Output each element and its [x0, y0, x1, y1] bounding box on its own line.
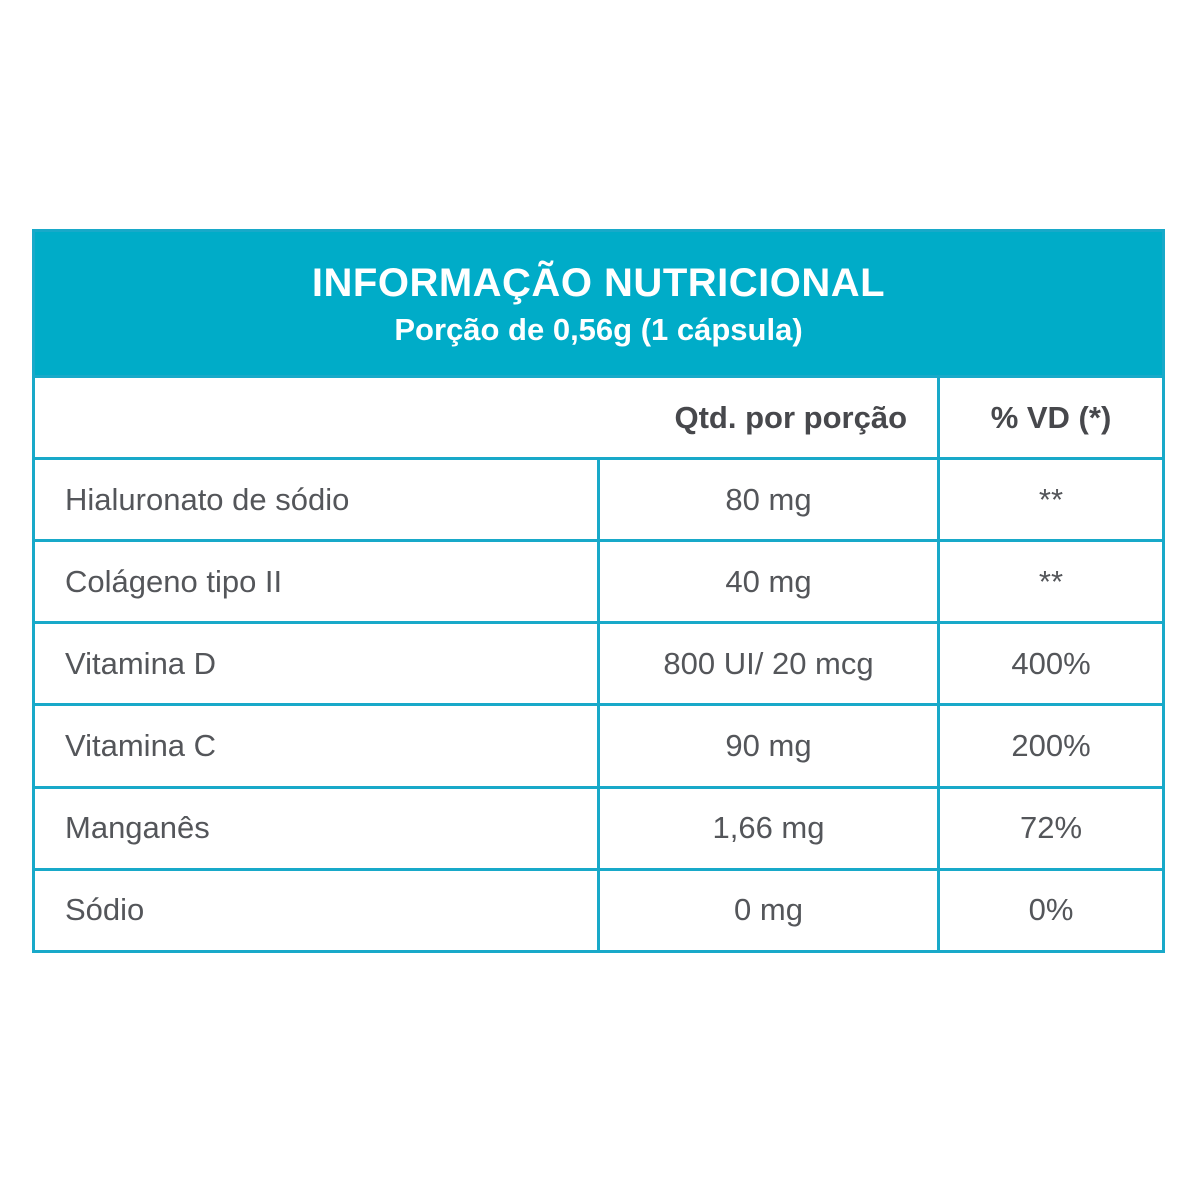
- nutrient-qty: 90 mg: [600, 706, 937, 786]
- nutrition-table: INFORMAÇÃO NUTRICIONAL Porção de 0,56g (…: [32, 229, 1165, 953]
- table-title-band: INFORMAÇÃO NUTRICIONAL Porção de 0,56g (…: [35, 232, 1162, 375]
- nutrient-qty: 80 mg: [600, 460, 937, 540]
- column-header-daily-value: % VD (*): [940, 378, 1162, 457]
- nutrient-dv: 0%: [940, 870, 1162, 950]
- nutrient-dv: **: [940, 460, 1162, 540]
- serving-size-text: Porção de 0,56g (1 cápsula): [394, 311, 803, 347]
- nutrient-dv: 72%: [940, 788, 1162, 868]
- nutrient-qty: 800 UI/ 20 mcg: [600, 624, 937, 704]
- nutrient-name: Manganês: [35, 788, 597, 868]
- nutrient-name: Vitamina C: [35, 706, 597, 786]
- table-title: INFORMAÇÃO NUTRICIONAL: [311, 260, 886, 305]
- nutrient-dv: 200%: [940, 706, 1162, 786]
- nutrient-name: Hialuronato de sódio: [35, 460, 597, 540]
- nutrient-dv: **: [940, 542, 1162, 622]
- nutrient-qty: 1,66 mg: [600, 788, 937, 868]
- nutrient-qty: 0 mg: [600, 870, 937, 950]
- column-header-qty-per-serving: Qtd. por porção: [35, 378, 937, 457]
- nutrient-name: Sódio: [35, 870, 597, 950]
- nutrient-name: Colágeno tipo II: [35, 542, 597, 622]
- nutrient-qty: 40 mg: [600, 542, 937, 622]
- nutrient-name: Vitamina D: [35, 624, 597, 704]
- nutrient-dv: 400%: [940, 624, 1162, 704]
